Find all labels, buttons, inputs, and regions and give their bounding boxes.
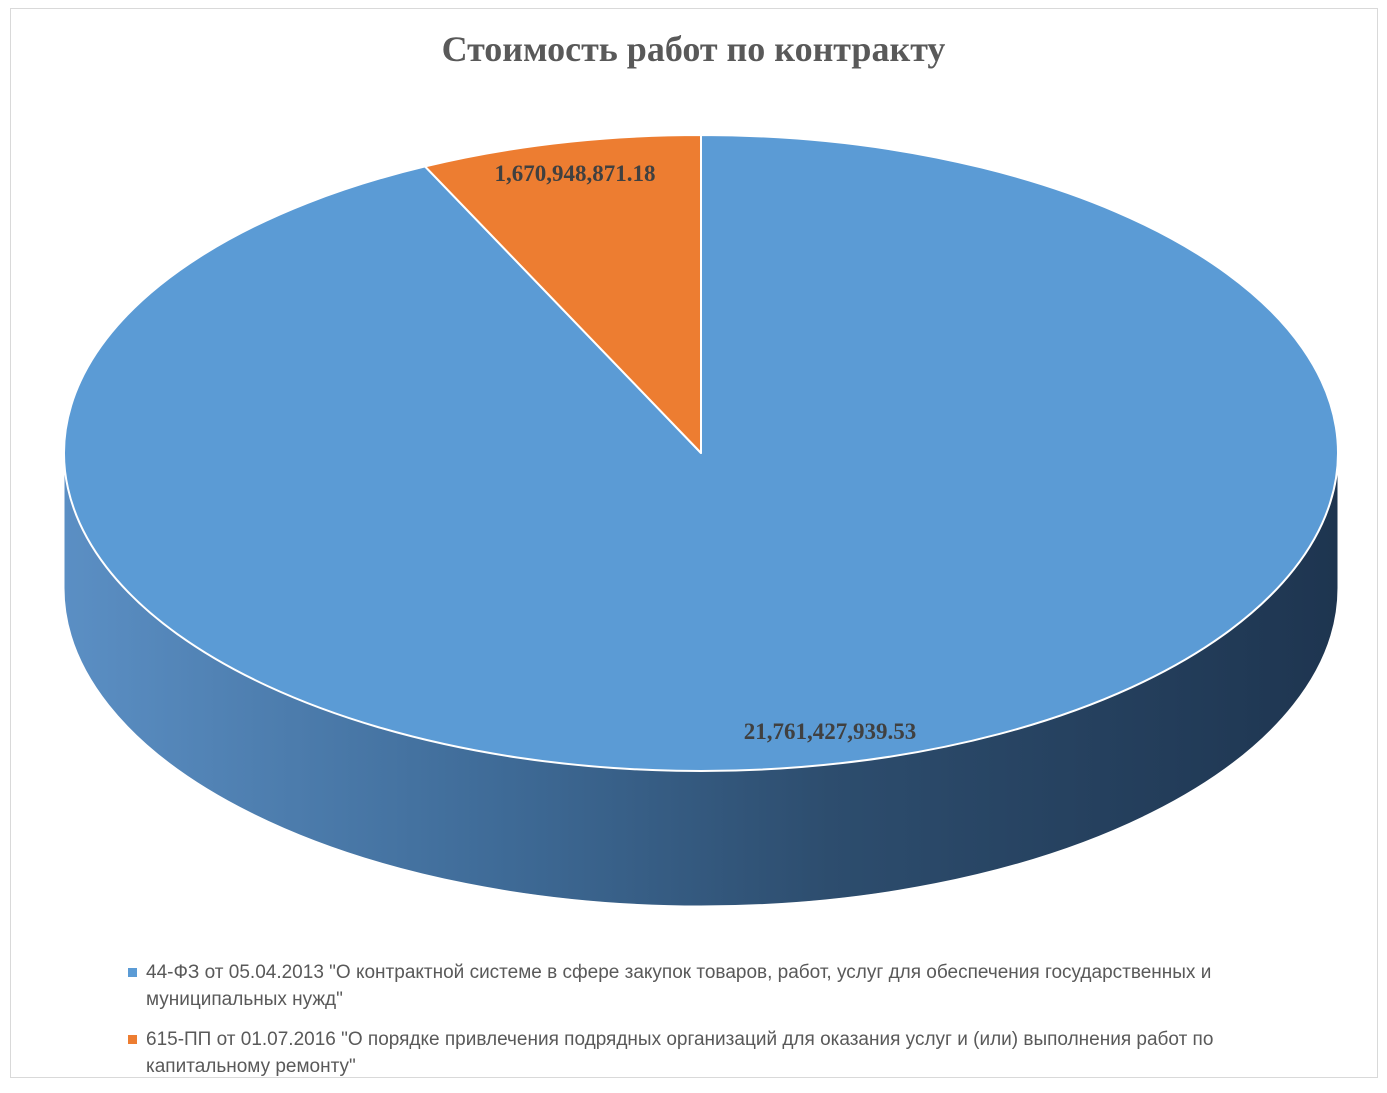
pie-slice-615pp — [424, 134, 702, 454]
data-label-615pp: 1,670,948,871.18 — [495, 161, 656, 186]
legend-item-44fz: 44-ФЗ от 05.04.2013 "О контрактной систе… — [128, 959, 1308, 1013]
chart-title: Стоимость работ по контракту — [441, 29, 946, 69]
legend-swatch-615pp — [128, 1035, 137, 1044]
data-label-44fz: 21,761,427,939.53 — [744, 719, 917, 744]
legend-label-615pp: 615-ПП от 01.07.2016 "О порядке привлече… — [146, 1029, 1214, 1077]
legend-swatch-44fz — [128, 968, 137, 977]
legend-label-44fz: 44-ФЗ от 05.04.2013 "О контрактной систе… — [146, 962, 1212, 1010]
legend-item-615pp: 615-ПП от 01.07.2016 "О порядке привлече… — [128, 1026, 1308, 1080]
legend: 44-ФЗ от 05.04.2013 "О контрактной систе… — [128, 959, 1308, 1093]
